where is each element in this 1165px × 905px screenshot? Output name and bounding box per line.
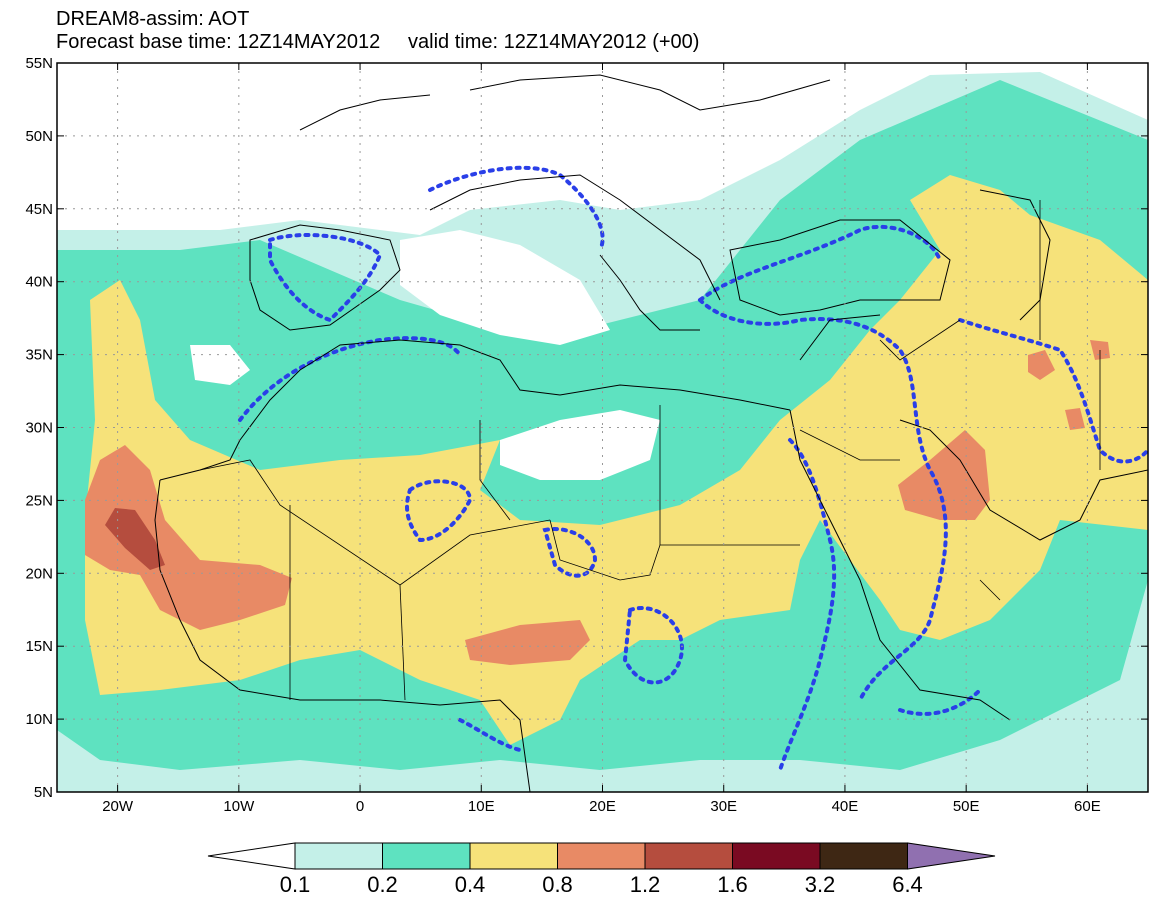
lat-tick-label: 40N: [25, 274, 53, 291]
colorbar-swatch: [644, 842, 733, 870]
dust-contours: [238, 165, 1148, 772]
lat-tick-label: 50N: [25, 128, 53, 145]
colorbar-label: 1.2: [630, 872, 661, 897]
lon-tick-label: 20E: [589, 798, 616, 815]
colorbar-label: 6.4: [892, 872, 923, 897]
colorbar-swatch: [294, 842, 383, 870]
lon-tick-label: 50E: [953, 798, 980, 815]
colorbar-swatch: [469, 842, 558, 870]
lon-tick-label: 40E: [832, 798, 859, 815]
lat-tick-label: 45N: [25, 201, 53, 218]
colorbar-swatch: [557, 842, 646, 870]
colorbar-under-triangle: [207, 842, 296, 870]
colorbar-swatch: [819, 842, 908, 870]
lon-tick-label: 10W: [223, 798, 255, 815]
lat-tick-label: 35N: [25, 347, 53, 364]
borders: [199, 200, 1101, 701]
lon-tick-label: 20W: [102, 798, 134, 815]
lon-tick-label: 30E: [710, 798, 737, 815]
lat-tick-label: 30N: [25, 420, 53, 437]
lat-tick-label: 15N: [25, 638, 53, 655]
lat-tick-label: 25N: [25, 492, 53, 509]
coastlines: [154, 74, 1148, 792]
forecast-time-label: Forecast base time: 12Z14MAY2012 valid t…: [56, 31, 700, 53]
colorbar: 0.1 0.2 0.4 0.8 1.2 1.6 3.2 6.4: [207, 842, 996, 897]
lat-tick-label: 5N: [34, 784, 53, 801]
colorbar-label: 1.6: [717, 872, 748, 897]
lon-tick-label: 10E: [468, 798, 495, 815]
latitude-axis: 55N 50N 45N 40N 35N 30N 25N 20N 15N 10N 5N: [25, 55, 1148, 801]
colorbar-swatch: [732, 842, 821, 870]
colorbar-label: 0.1: [280, 872, 311, 897]
colorbar-label: 0.2: [367, 872, 398, 897]
longitude-axis: 20W 10W 0 10E 20E 30E 40E 50E 60E: [102, 63, 1101, 815]
lat-tick-label: 10N: [25, 711, 53, 728]
colorbar-label: 0.8: [542, 872, 573, 897]
graticule: [57, 63, 1148, 792]
colorbar-label: 3.2: [805, 872, 836, 897]
lat-tick-label: 55N: [25, 55, 53, 72]
colorbar-over-triangle: [907, 842, 996, 870]
lat-tick-label: 20N: [25, 565, 53, 582]
colorbar-label: 0.4: [455, 872, 486, 897]
plot-title: DREAM8-assim: AOT: [56, 8, 250, 30]
colorbar-swatch: [382, 842, 471, 870]
lon-tick-label: 60E: [1074, 798, 1101, 815]
lon-tick-label: 0: [356, 798, 364, 815]
